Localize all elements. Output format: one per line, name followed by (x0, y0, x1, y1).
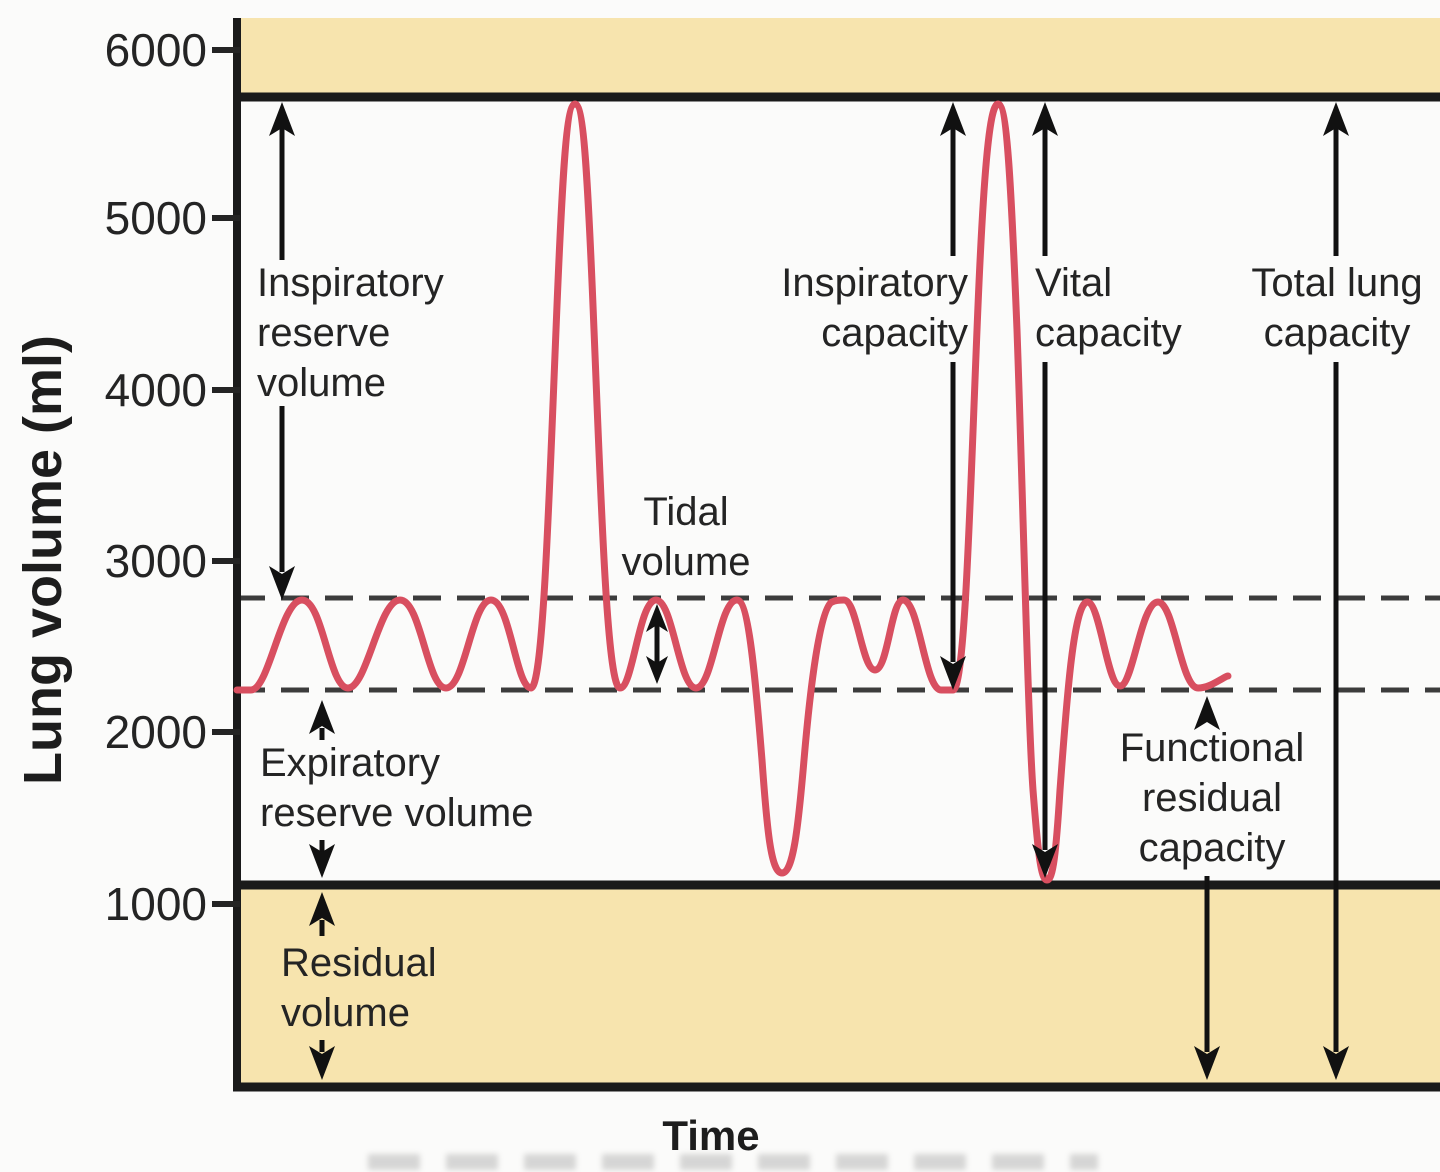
label-inspiratory-capacity: Inspiratory capacity (781, 261, 968, 355)
label-vital-capacity: Vital capacity (1035, 261, 1182, 355)
y-tick-3000: 3000 (104, 535, 207, 587)
y-tick-2000: 2000 (104, 706, 207, 758)
tlc-arrow (1323, 102, 1349, 1080)
irv-arrow (269, 102, 295, 600)
frc-arrow (1194, 696, 1220, 1080)
erv-arrow (309, 700, 335, 878)
x-axis-title: Time (662, 1112, 760, 1159)
y-tick-4000: 4000 (104, 364, 207, 416)
rv-arrow (309, 892, 335, 1080)
label-expiratory-reserve-volume: Expiratory reserve volume (260, 741, 534, 835)
label-residual-volume: Residual volume (281, 941, 437, 1035)
label-tidal-volume: Tidal volume (621, 490, 751, 584)
tidal-volume-arrow (646, 604, 668, 684)
faint-caption-remnant (368, 1154, 1098, 1170)
y-tick-6000: 6000 (104, 24, 207, 76)
y-tick-5000: 5000 (104, 192, 207, 244)
label-total-lung-capacity: Total lung capacity (1251, 261, 1423, 355)
vc-arrow (1032, 102, 1058, 878)
band-residual-volume (237, 889, 1440, 1084)
band-above-max-inspiration (237, 18, 1440, 94)
ic-arrow (940, 102, 966, 690)
label-functional-residual-capacity: Functional residual capacity (1119, 726, 1305, 870)
y-tick-1000: 1000 (104, 878, 207, 930)
y-axis-title: Lung volume (ml) (13, 335, 73, 785)
annotation-arrows (269, 102, 1349, 1080)
label-inspiratory-reserve-volume: Inspiratory reserve volume (257, 261, 444, 405)
y-axis-ticks (212, 47, 240, 907)
spirometer-trace (233, 100, 1232, 884)
